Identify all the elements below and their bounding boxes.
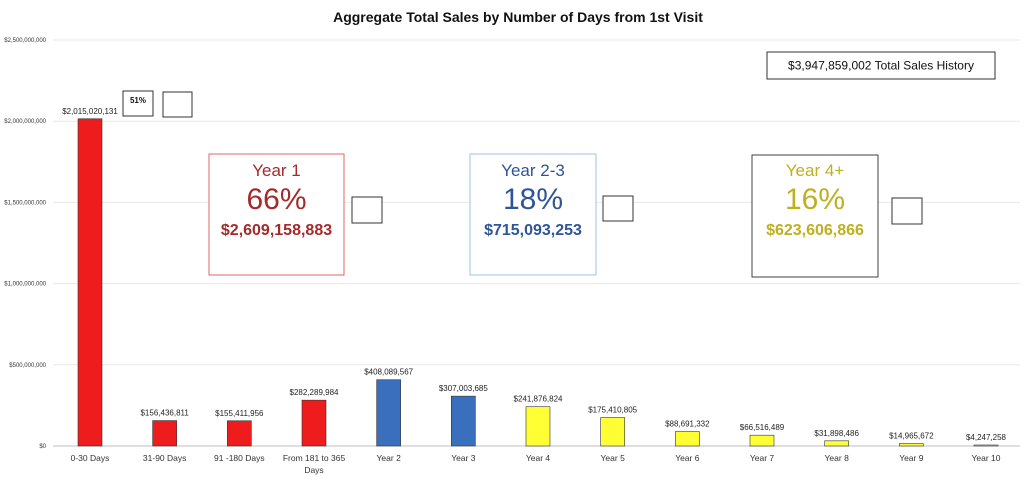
year23-percent: 18% <box>503 183 563 216</box>
bar <box>749 434 775 447</box>
data-label: $156,436,811 <box>140 409 189 418</box>
x-tick-label: Year 10 <box>972 453 1001 463</box>
x-axis: 0-30 Days 31-90 Days 91 -180 Days From 181 … <box>71 453 1001 475</box>
year4plus-percent: 16% <box>785 183 845 216</box>
bar <box>77 118 103 447</box>
data-label: $4,247,258 <box>966 433 1007 442</box>
year4plus-heading: Year 4+ <box>786 161 845 180</box>
x-tick-label: Year 9 <box>899 453 924 463</box>
year4plus-box <box>751 154 879 278</box>
data-label: $282,289,984 <box>290 388 339 397</box>
first-bar-pct-box <box>122 90 154 117</box>
chart-title: Aggregate Total Sales by Number of Days … <box>333 9 703 25</box>
x-tick-label: Days <box>304 465 323 475</box>
x-tick-label: Year 4 <box>526 453 551 463</box>
bar <box>973 444 999 447</box>
data-label: $31,898,486 <box>814 429 859 438</box>
x-tick-label: From 181 to 365 <box>283 453 346 463</box>
y-tick-label: $1,000,000,000 <box>4 282 46 288</box>
y-tick-label: $1,500,000,000 <box>4 200 46 206</box>
y-tick-label: $2,500,000,000 <box>4 38 46 44</box>
data-label: $155,411,956 <box>215 409 264 418</box>
empty-box <box>162 91 193 118</box>
data-label: $241,876,824 <box>514 395 563 404</box>
x-tick-label: Year 3 <box>451 453 476 463</box>
bar <box>227 420 252 447</box>
data-label: $408,089,567 <box>364 368 413 377</box>
data-label: $307,003,685 <box>439 384 488 393</box>
data-label: $88,691,332 <box>665 420 710 429</box>
bar <box>600 417 625 447</box>
total-sales-label: $3,947,859,002 Total Sales History <box>788 59 974 73</box>
year1-empty-box <box>351 196 383 224</box>
y-tick-label: $500,000,000 <box>9 363 46 369</box>
year23-amount: $715,093,253 <box>484 222 582 239</box>
total-sales-box <box>766 51 996 80</box>
data-label: $66,516,489 <box>740 423 785 432</box>
data-label: $14,965,672 <box>889 432 934 441</box>
bars: $2,015,020,131 $156,436,811 $155,411,956 $2… <box>62 107 1007 447</box>
bar <box>675 431 700 447</box>
year23-empty-box <box>602 195 634 222</box>
year1-heading: Year 1 <box>252 161 301 180</box>
x-tick-label: Year 5 <box>601 453 626 463</box>
bar <box>376 379 401 447</box>
bar <box>451 395 476 447</box>
year4plus-amount: $623,606,866 <box>766 222 864 239</box>
bar <box>152 420 177 447</box>
data-label: $2,015,020,131 <box>62 107 118 116</box>
year1-amount: $2,609,158,883 <box>221 222 332 239</box>
year23-box <box>469 153 597 276</box>
year23-heading: Year 2-3 <box>501 161 565 180</box>
x-tick-label: Year 2 <box>377 453 402 463</box>
x-tick-label: 31-90 Days <box>143 453 186 463</box>
x-tick-label: 0-30 Days <box>71 453 110 463</box>
year1-percent: 66% <box>246 183 306 216</box>
y-axis: $0 $500,000,000 $1,000,000,000 $1,500,000,0… <box>4 38 46 450</box>
first-bar-pct-label: 51% <box>130 96 146 105</box>
bar <box>525 406 551 447</box>
x-tick-label: Year 6 <box>675 453 700 463</box>
x-tick-label: Year 7 <box>750 453 775 463</box>
y-tick-label: $2,000,000,000 <box>4 119 46 125</box>
x-tick-label: 91 -180 Days <box>214 453 265 463</box>
data-label: $175,410,805 <box>588 406 637 415</box>
y-tick-label: $0 <box>39 444 46 450</box>
x-tick-label: Year 8 <box>825 453 850 463</box>
bar <box>301 399 327 447</box>
year1-box <box>208 153 345 276</box>
bar <box>824 440 849 447</box>
year4plus-empty-box <box>891 197 923 225</box>
bar <box>899 443 924 447</box>
